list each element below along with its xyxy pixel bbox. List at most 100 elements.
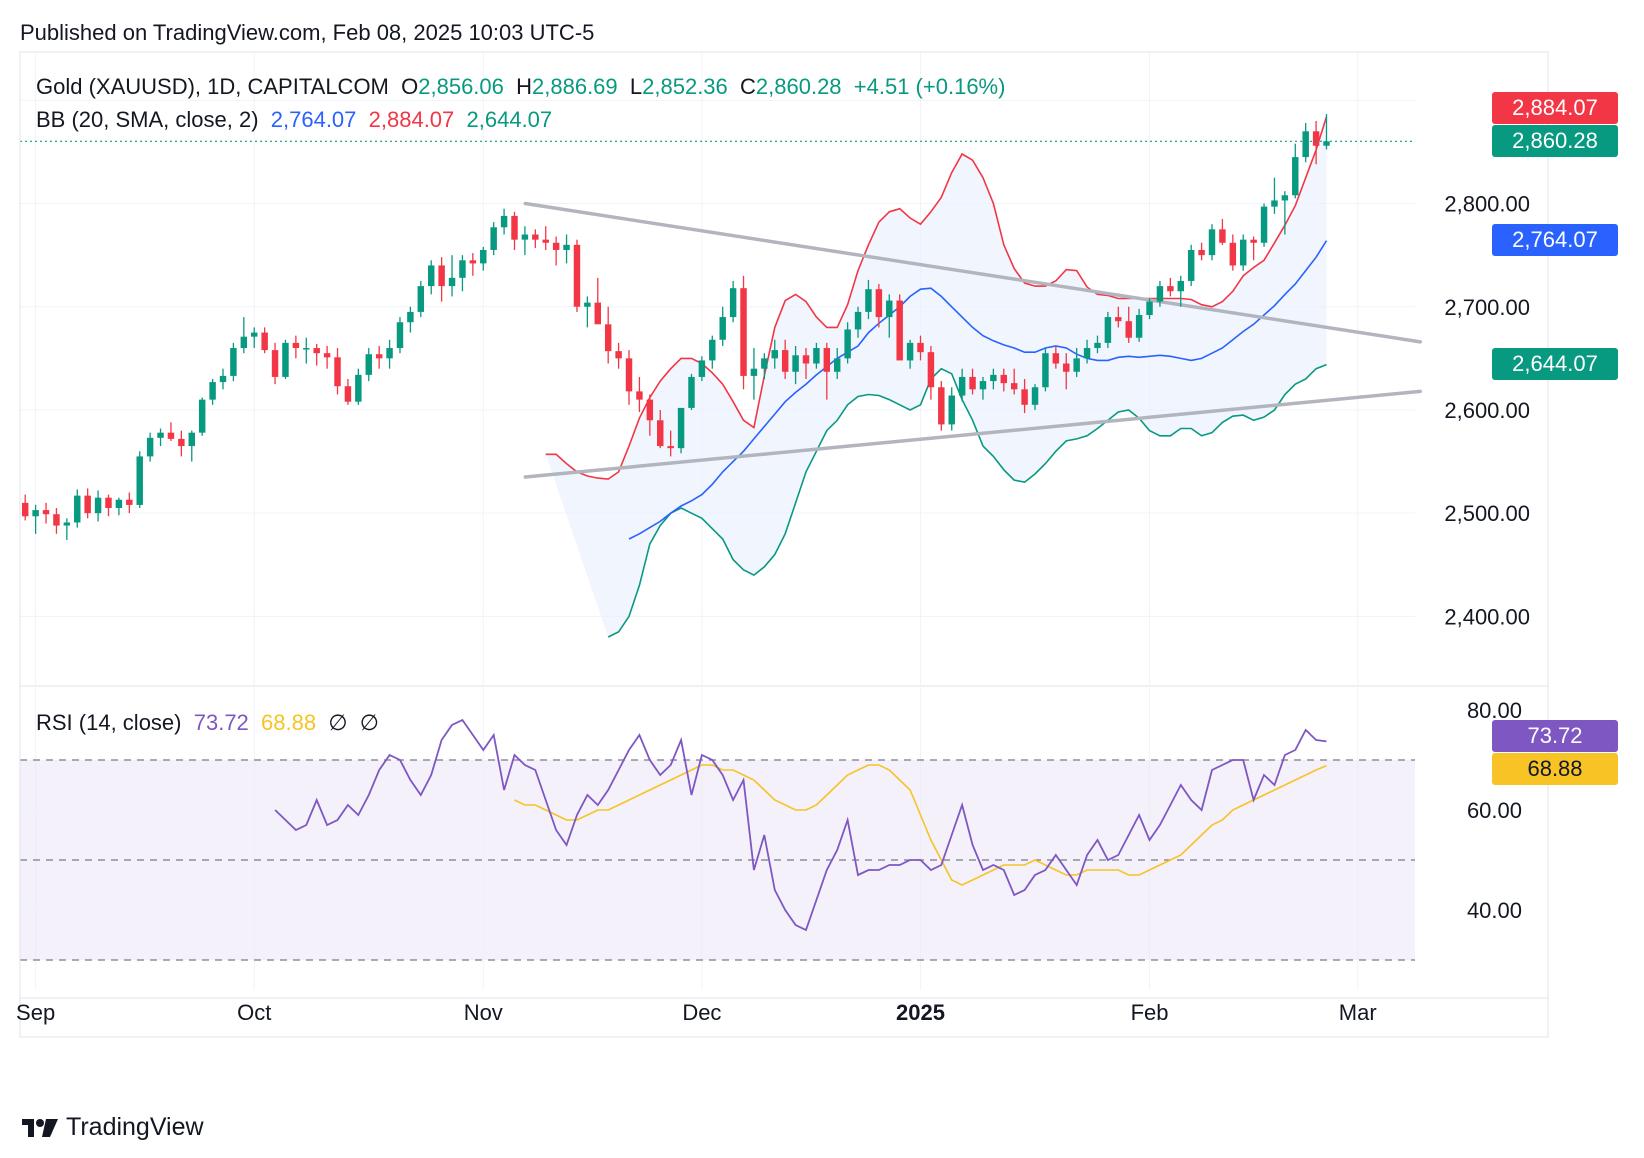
candle-body [604, 324, 612, 352]
candle-body [1281, 195, 1289, 201]
candle-body [146, 437, 154, 457]
candle-body [844, 329, 851, 359]
candle-body [1156, 286, 1164, 302]
rsi-legend[interactable]: RSI (14, close) 73.72 68.88 ∅ ∅ [36, 710, 379, 736]
candle-body [709, 339, 716, 361]
candle-body [21, 502, 29, 517]
candle-body [355, 374, 362, 402]
bb-lower-line [607, 363, 1327, 638]
candle-body [886, 300, 893, 318]
candle-body [896, 300, 903, 361]
candle-body [1083, 348, 1091, 359]
candle-body [74, 495, 81, 523]
candle-body [136, 456, 143, 505]
candle-body [906, 342, 914, 361]
candle-body [334, 357, 341, 387]
candle-body [1094, 342, 1101, 349]
axes: 2,400.00 2,500.00 2,600.00 2,700.00 2,800.00… [16, 51, 1549, 1038]
tradingview-logo-icon [22, 1118, 58, 1137]
candle-body [1323, 141, 1330, 146]
rsi-label[interactable]: RSI (14, close) [36, 710, 182, 735]
candle-body [126, 499, 133, 505]
candle-body [667, 446, 674, 449]
trendlines [523, 201, 1422, 479]
candle-body [1042, 353, 1049, 388]
candle-body [1187, 249, 1195, 281]
candle-body [53, 514, 60, 526]
bb-upper-value: 2,884.07 [368, 107, 455, 132]
rsi-divergence-1: ∅ [328, 710, 348, 735]
bb-basis-badge: 2,764.07 [1492, 224, 1618, 256]
candle-body [729, 288, 737, 318]
candle-body [802, 355, 810, 364]
rsi-divergence-2: ∅ [359, 710, 379, 735]
candle-body [94, 497, 102, 514]
candle-body [1198, 249, 1205, 256]
candle-body [84, 495, 91, 514]
candle-body [1271, 200, 1278, 207]
candle-body [948, 395, 955, 425]
candle-body [42, 510, 50, 515]
candle-body [303, 348, 310, 350]
candle-body [1208, 229, 1216, 256]
candle-body [1312, 131, 1320, 146]
bb-lower-value: 2,644.07 [466, 107, 553, 132]
candle-body [698, 360, 706, 377]
candle-body [511, 215, 518, 240]
price-tick-label: 2,400.00 [1444, 604, 1530, 629]
trendline-lower [523, 389, 1422, 479]
candle-body [1115, 317, 1122, 322]
candle-body [240, 336, 248, 349]
candle-body [459, 260, 466, 278]
rsi-ma-line [514, 764, 1327, 886]
high-label: H [516, 74, 533, 99]
bb-legend[interactable]: BB (20, SMA, close, 2) 2,764.07 2,884.07… [36, 107, 552, 133]
rsi-value: 73.72 [193, 710, 249, 735]
rsi-badge: 73.72 [1492, 720, 1618, 752]
candle-body [209, 382, 216, 400]
candle-body [1229, 242, 1237, 266]
candle-body [688, 376, 695, 408]
time-tick-label: Dec [682, 1000, 721, 1025]
symbol-legend[interactable]: Gold (XAUUSD), 1D, CAPITALCOM O2,856.06 … [36, 74, 1005, 100]
candle-body [323, 353, 331, 358]
candle-body [875, 289, 883, 318]
time-tick-label: Feb [1131, 1000, 1169, 1025]
candle-body [771, 350, 778, 359]
candle-body [750, 368, 758, 376]
candle-body [375, 354, 383, 359]
symbol-name[interactable]: Gold (XAUUSD), 1D, CAPITALCOM [36, 74, 389, 99]
tradingview-logo[interactable]: TradingView [20, 1113, 204, 1142]
candle-body [917, 342, 924, 353]
candle-body [230, 348, 237, 376]
open-label: O [401, 74, 419, 99]
candle-body [1302, 131, 1309, 158]
candle-body [573, 244, 581, 307]
bb-label[interactable]: BB (20, SMA, close, 2) [36, 107, 259, 132]
candle-body [532, 234, 539, 240]
candle-body [251, 332, 258, 337]
change-value: +4.51 (+0.16%) [853, 74, 1006, 99]
time-tick-label: Oct [237, 1000, 271, 1025]
candle-body [407, 311, 414, 323]
price-tick-label: 2,700.00 [1444, 295, 1530, 320]
candle-body [115, 499, 123, 509]
rsi-tick-label: 40.00 [1467, 898, 1522, 923]
rsi-line [274, 718, 1327, 932]
rsi-tick-label: 80.00 [1467, 698, 1522, 723]
candle-body [1010, 383, 1018, 390]
rsi-ma-value: 68.88 [261, 710, 317, 735]
close-label: C [740, 74, 756, 99]
candle-body [32, 510, 39, 517]
candle-body [1240, 239, 1247, 266]
candle-body [1104, 317, 1112, 343]
candle-body [1125, 321, 1132, 338]
candle-body [1021, 389, 1028, 405]
time-tick-label: Mar [1339, 1000, 1377, 1025]
candle-body [1250, 239, 1257, 243]
bb-upper-badge: 2,884.07 [1492, 92, 1618, 124]
candle-body [636, 391, 643, 400]
rsi-tick-label: 60.00 [1467, 798, 1522, 823]
candle-body [657, 420, 664, 447]
